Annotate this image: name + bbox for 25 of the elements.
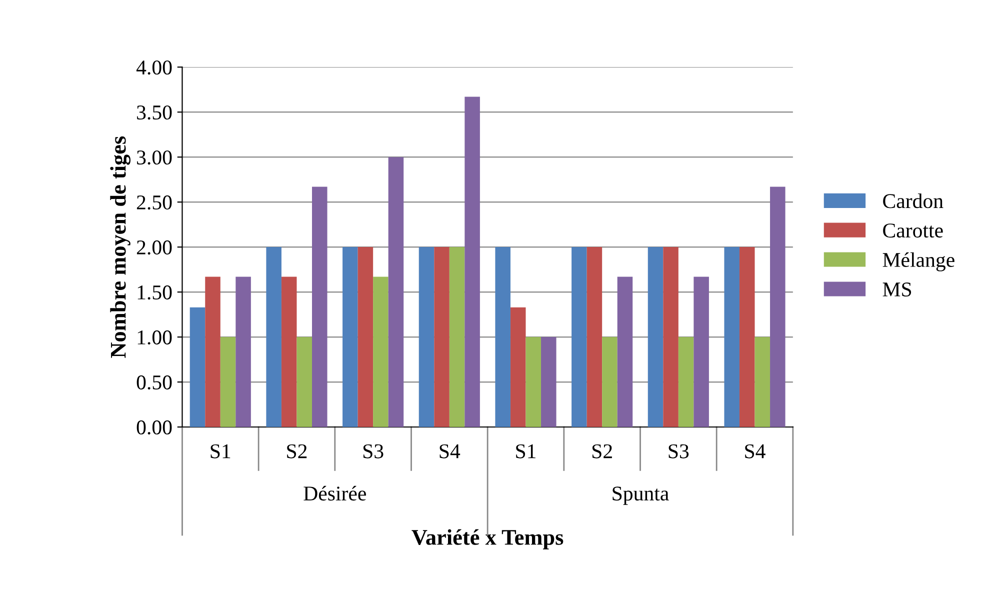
- x-tick-label: S1: [210, 444, 230, 458]
- y-tick-label: 0.00: [136, 420, 172, 435]
- x-tick-label: S3: [668, 444, 689, 458]
- y-tick-label: 1.00: [138, 330, 172, 345]
- legend-label: Carotte: [883, 224, 943, 238]
- x-tick-label: S2: [592, 444, 612, 458]
- text: Spunta: [612, 486, 669, 505]
- legend-label: Cardon: [883, 193, 944, 208]
- x-tick-label: S4: [745, 444, 766, 458]
- legend-label: MS: [882, 282, 912, 297]
- y-tick-label: 4.00: [136, 60, 172, 75]
- y-tick-label: 2.50: [136, 195, 172, 210]
- y-tick-label: 3.50: [137, 105, 172, 120]
- x-tick-label: S2: [287, 444, 307, 458]
- x-tick-label: S3: [363, 444, 384, 458]
- x-axis-title: Variété x Temps: [412, 529, 564, 550]
- text: Désirée: [304, 486, 366, 501]
- y-tick-label: 0.50: [136, 375, 172, 390]
- y-tick-label: 3.00: [137, 150, 172, 165]
- x-tick-label: S4: [440, 444, 460, 458]
- y-axis-title: Nombre moyen de tiges: [110, 136, 130, 358]
- y-tick-label: 1.50: [138, 285, 172, 300]
- legend-label: Mélange: [882, 252, 954, 272]
- y-tick-label: 2.00: [136, 240, 172, 255]
- x-tick-label: S1: [516, 444, 536, 458]
